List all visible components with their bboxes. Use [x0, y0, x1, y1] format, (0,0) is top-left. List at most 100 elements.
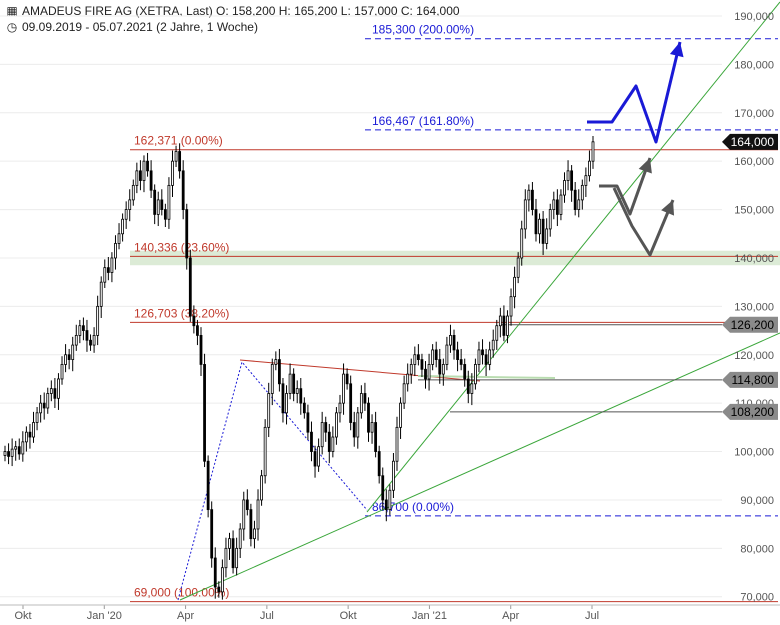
candle-body [114, 243, 117, 259]
y-tick-label: 160,000 [734, 156, 774, 168]
candle-body [516, 257, 520, 278]
candle-body [21, 441, 25, 455]
candle-body [310, 431, 313, 452]
x-tick-label: Apr [502, 610, 519, 622]
price-badge [722, 133, 778, 150]
candle-body [573, 189, 577, 210]
x-tick-label: Apr [177, 610, 194, 622]
x-tick-label: Okt [340, 610, 357, 622]
candle-body [313, 451, 317, 467]
candle-body [473, 364, 477, 385]
price-badge-label: 126,200 [731, 318, 775, 332]
candle-body [174, 151, 178, 162]
candle-body [285, 393, 288, 414]
candle-body [548, 209, 552, 230]
candle-body [477, 349, 481, 365]
candle-body [488, 349, 492, 365]
candle-body [306, 412, 310, 433]
candle-body [135, 170, 139, 186]
y-tick-label: 130,000 [734, 301, 774, 313]
candle-body [274, 359, 278, 365]
gray-scenario-arrow-1 [599, 157, 652, 216]
trend-line [366, 1, 780, 513]
candle-body [32, 422, 35, 438]
candle-body [35, 412, 39, 423]
candle-body [523, 199, 527, 230]
candle-body [441, 364, 445, 375]
candle-body [106, 267, 110, 273]
fib-level-label: 166,467 (161.80%) [372, 114, 474, 128]
candle-body [459, 359, 463, 365]
candle-body [584, 175, 588, 186]
candle-body [534, 209, 538, 235]
candle-body [288, 373, 292, 394]
candle-body [142, 160, 146, 181]
candle-body [563, 180, 566, 196]
candle-body [406, 373, 410, 385]
y-tick-label: 100,000 [734, 447, 774, 459]
candle-body [213, 557, 217, 588]
candle-body [491, 339, 495, 351]
candle-body [124, 209, 128, 220]
candle-body [302, 402, 306, 414]
candle-body [456, 349, 459, 360]
candle-body [342, 373, 345, 404]
candle-body [502, 315, 506, 336]
candle-body [96, 305, 100, 336]
candle-body [28, 431, 32, 438]
candle-body [484, 354, 488, 365]
candle-body [185, 209, 189, 259]
y-axis: 190,000 180,000 170,000 160,000 150,000 140,0… [734, 11, 774, 604]
trend-lines [177, 1, 780, 601]
header-ohlc-text: AMADEUS FIRE AG (XETRA, Last) O: 158,200… [22, 4, 460, 18]
candle-body [14, 446, 18, 450]
scenario-arrows [587, 41, 684, 257]
price-badge-label: 164,000 [731, 135, 775, 149]
candle-body [149, 170, 153, 191]
candle-body [384, 499, 388, 511]
candle-body [356, 412, 360, 438]
fib-level-label: 126,703 (38.20%) [134, 306, 229, 320]
candle-body [74, 335, 78, 346]
candle-body [217, 586, 221, 593]
candle-body [206, 460, 210, 511]
candle-body [210, 509, 214, 559]
y-tick-label: 90,000 [740, 495, 774, 507]
price-badge-label: 114,800 [732, 373, 775, 387]
candle-body [146, 160, 149, 172]
candle-body [192, 315, 196, 327]
candle-body [53, 388, 57, 399]
candle-body [235, 547, 239, 569]
candle-body [121, 218, 124, 235]
price-badge [722, 371, 778, 388]
candle-body [46, 393, 50, 409]
fib-level-label: 140,336 (23.60%) [134, 240, 229, 254]
candle-body [509, 296, 513, 317]
candle-body [199, 335, 203, 365]
candle-body [92, 335, 96, 346]
blue-scenario-arrow [587, 41, 682, 144]
candle-body [470, 383, 474, 394]
candle-body [139, 170, 142, 181]
x-tick-label: Jan '20 [87, 610, 122, 622]
candle-body [555, 199, 559, 215]
candle-body [538, 218, 541, 235]
candle-body [577, 199, 581, 210]
candle-body [527, 189, 531, 201]
candle-body [131, 184, 135, 201]
candle-body [452, 335, 456, 351]
candle-body [381, 475, 385, 501]
candle-body [427, 364, 431, 380]
candle-body [153, 189, 157, 215]
blue-scenario-arrow-head [669, 42, 684, 58]
candle-body [117, 233, 121, 244]
candle-body [463, 364, 467, 380]
header-range-text: 09.09.2019 - 05.07.2021 (2 Jahre, 1 Woch… [22, 20, 258, 34]
candle-body [424, 368, 427, 380]
candle-body [438, 359, 442, 375]
candle-body [71, 344, 75, 360]
candle-body [367, 402, 370, 433]
trend-line [417, 375, 556, 379]
candle-body [420, 359, 424, 370]
chart-grid [0, 15, 722, 598]
